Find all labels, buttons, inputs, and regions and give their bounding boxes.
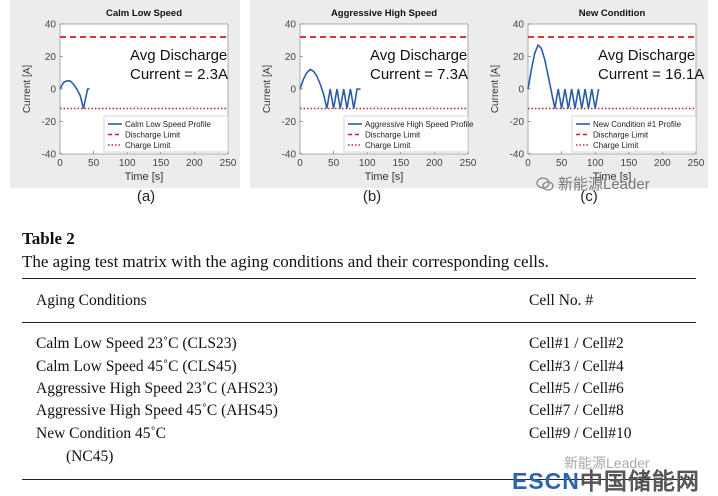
x-tick-label: 200 bbox=[654, 158, 671, 169]
profile-line bbox=[59, 80, 90, 109]
x-tick-label: 150 bbox=[152, 158, 169, 169]
annotation-line-2: Current = 7.3A bbox=[370, 66, 468, 83]
legend-box bbox=[571, 115, 697, 153]
chart-svg: New Condition -40 -20 0 20 40 0 50 100 150 200 250 T… bbox=[478, 0, 708, 188]
annotation-line-2: Current = 16.1A bbox=[598, 66, 704, 83]
y-tick-label: 40 bbox=[513, 20, 525, 31]
x-tick-label: 250 bbox=[688, 158, 705, 169]
table-title: Table 2 bbox=[22, 229, 75, 248]
y-tick-label: -20 bbox=[42, 117, 57, 128]
y-tick-label: -40 bbox=[282, 150, 297, 161]
legend-label: Calm Low Speed Profile bbox=[125, 120, 211, 129]
y-tick-label: 40 bbox=[285, 20, 297, 31]
table-caption: The aging test matrix with the aging con… bbox=[22, 252, 549, 271]
x-tick-label: 0 bbox=[297, 158, 303, 169]
legend-label: New Condition #1 Profile bbox=[593, 120, 682, 129]
x-tick-label: 200 bbox=[186, 158, 203, 169]
wechat-watermark-text: 新能源Leader bbox=[558, 176, 650, 193]
escn-logo-text: ESCN bbox=[512, 468, 580, 494]
escn-cn-text: 中国储能网 bbox=[579, 468, 700, 494]
legend-label: Charge Limit bbox=[125, 141, 171, 150]
legend-label: Aggressive High Speed Profile bbox=[365, 120, 474, 129]
x-tick-label: 250 bbox=[460, 158, 477, 169]
row-condition-continuation: (NC45) bbox=[66, 448, 114, 465]
x-tick-label: 100 bbox=[119, 158, 136, 169]
profile-line bbox=[299, 68, 361, 109]
profile-line bbox=[527, 43, 600, 109]
x-tick-label: 200 bbox=[426, 158, 443, 169]
chart-c: New Condition -40 -20 0 20 40 0 50 100 150 200 250 T… bbox=[478, 0, 708, 215]
row-condition: Calm Low Speed 23˚C (CLS23) bbox=[36, 335, 237, 352]
legend-label: Charge Limit bbox=[593, 141, 639, 150]
row-cells: Cell#9 / Cell#10 bbox=[529, 425, 632, 442]
legend-label: Discharge Limit bbox=[593, 131, 649, 140]
x-axis-label: Time [s] bbox=[593, 171, 632, 183]
chart-svg: Aggressive High Speed -40 -20 0 20 40 0 50 100 15… bbox=[250, 0, 480, 188]
legend-box bbox=[343, 115, 469, 153]
chart-title: New Condition bbox=[579, 8, 646, 19]
y-tick-label: 0 bbox=[290, 85, 296, 96]
x-tick-label: 50 bbox=[556, 158, 568, 169]
row-cells: Cell#3 / Cell#4 bbox=[529, 358, 624, 375]
x-tick-label: 250 bbox=[220, 158, 237, 169]
y-axis-label: Current [A] bbox=[262, 65, 273, 114]
wechat-watermark: 新能源Leader bbox=[536, 173, 650, 194]
x-tick-label: 0 bbox=[57, 158, 63, 169]
y-tick-label: -20 bbox=[510, 117, 525, 128]
row-condition: Aggressive High Speed 23˚C (AHS23) bbox=[36, 380, 278, 397]
annotation-line-1: Avg Discharge bbox=[370, 47, 467, 64]
sublabel-a: (a) bbox=[136, 188, 156, 205]
sublabel-c: (c) bbox=[580, 188, 598, 205]
sublabel-b: (b) bbox=[362, 188, 382, 205]
chart-b: Aggressive High Speed -40 -20 0 20 40 0 50 100 15… bbox=[250, 0, 480, 215]
annotation-line-2: Current = 2.3A bbox=[130, 66, 228, 83]
x-axis-label: Time [s] bbox=[125, 171, 164, 183]
y-tick-label: 20 bbox=[513, 52, 525, 63]
y-tick-label: -40 bbox=[510, 150, 525, 161]
legend-label: Discharge Limit bbox=[365, 131, 421, 140]
header-aging-conditions: Aging Conditions bbox=[36, 292, 147, 309]
x-tick-label: 150 bbox=[620, 158, 637, 169]
y-axis-label: Current [A] bbox=[490, 65, 501, 114]
x-tick-label: 50 bbox=[328, 158, 340, 169]
legend-label: Charge Limit bbox=[365, 141, 411, 150]
row-cells: Cell#7 / Cell#8 bbox=[529, 402, 624, 419]
y-axis-label: Current [A] bbox=[22, 65, 33, 114]
y-tick-label: 0 bbox=[50, 85, 56, 96]
x-tick-label: 100 bbox=[587, 158, 604, 169]
legend-label: Discharge Limit bbox=[125, 131, 181, 140]
y-tick-label: 20 bbox=[45, 52, 57, 63]
annotation-line-1: Avg Discharge bbox=[130, 47, 227, 64]
table-header-rule bbox=[22, 322, 696, 323]
y-tick-label: 40 bbox=[45, 20, 57, 31]
x-tick-label: 0 bbox=[525, 158, 531, 169]
row-condition: Aggressive High Speed 45˚C (AHS45) bbox=[36, 402, 278, 419]
chart-title: Aggressive High Speed bbox=[331, 8, 437, 19]
table-top-rule bbox=[22, 278, 696, 280]
wechat-icon bbox=[536, 177, 554, 191]
row-cells: Cell#5 / Cell#6 bbox=[529, 380, 624, 397]
y-tick-label: -40 bbox=[42, 150, 57, 161]
chart-svg: Calm Low Speed -40 -20 0 20 40 0 50 100 150 200 250… bbox=[10, 0, 240, 188]
x-axis-label: Time [s] bbox=[365, 171, 404, 183]
faded-watermark: 新能源Leader bbox=[564, 455, 650, 471]
table-bottom-rule bbox=[22, 479, 696, 481]
escn-watermark: ESCN中国储能网 bbox=[512, 462, 700, 496]
chart-a: Calm Low Speed -40 -20 0 20 40 0 50 100 150 200 250… bbox=[10, 0, 240, 215]
row-condition: Calm Low Speed 45˚C (CLS45) bbox=[36, 358, 237, 375]
x-tick-label: 50 bbox=[88, 158, 100, 169]
annotation-line-1: Avg Discharge bbox=[598, 47, 695, 64]
row-cells: Cell#1 / Cell#2 bbox=[529, 335, 624, 352]
header-cell-no: Cell No. # bbox=[529, 292, 594, 309]
figure-panel: Calm Low Speed -40 -20 0 20 40 0 50 100 150 200 250… bbox=[0, 0, 718, 215]
y-tick-label: -20 bbox=[282, 117, 297, 128]
chart-title: Calm Low Speed bbox=[106, 8, 182, 19]
x-tick-label: 150 bbox=[392, 158, 409, 169]
x-tick-label: 100 bbox=[359, 158, 376, 169]
y-tick-label: 0 bbox=[518, 85, 524, 96]
y-tick-label: 20 bbox=[285, 52, 297, 63]
legend-box bbox=[103, 115, 229, 153]
row-condition: New Condition 45˚C bbox=[36, 425, 167, 442]
